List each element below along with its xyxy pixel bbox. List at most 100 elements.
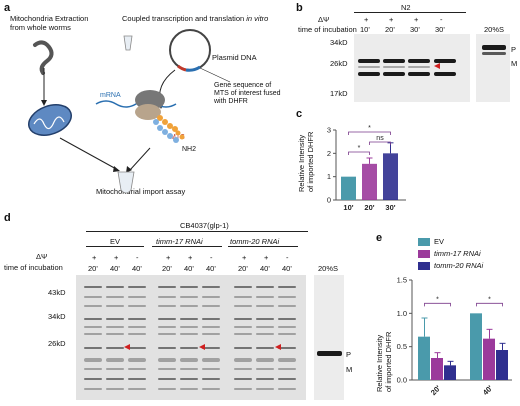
- bar: [470, 313, 482, 380]
- panel-label-c: c: [296, 108, 303, 120]
- gel-band: [256, 388, 274, 390]
- sig-label: ns: [376, 135, 384, 142]
- panel-label-b: b: [296, 2, 303, 14]
- sig-bracket: [424, 302, 451, 307]
- gel-band: [128, 318, 146, 320]
- b-time: 10': [360, 25, 370, 34]
- panel-label-a: a: [4, 2, 11, 14]
- d-sign: -: [286, 253, 289, 262]
- d-strain: CB4037(glp-1): [180, 221, 229, 230]
- gel-band: [234, 388, 252, 390]
- gel-band: [256, 326, 274, 328]
- gel-band: [202, 305, 220, 307]
- gene-seq-label: Gene sequence of MTS of interest fused w…: [214, 82, 281, 106]
- legend-swatch-ev: [418, 238, 430, 246]
- gel-band-p: [482, 45, 506, 50]
- y-tick-label: 1.0: [397, 309, 407, 318]
- bar: [362, 163, 377, 200]
- gel-band: [158, 388, 176, 390]
- gel-band: [234, 378, 252, 380]
- gel-band: [278, 333, 296, 335]
- tube-icon: [123, 35, 133, 51]
- panel-label-e: e: [376, 232, 383, 244]
- d-time: 40': [260, 264, 270, 273]
- sig-bracket: [476, 302, 503, 307]
- gel-band: [256, 347, 274, 349]
- gel-band: [256, 333, 274, 335]
- gel-band: [234, 296, 252, 298]
- d-time: 20': [162, 264, 172, 273]
- y-tick-label: 0.5: [397, 342, 407, 351]
- b-mw: 17kD: [330, 89, 348, 98]
- gel-band: [234, 358, 252, 362]
- gel-band: [158, 296, 176, 298]
- gel-band: [106, 347, 124, 349]
- d-sign: -: [210, 253, 213, 262]
- gel-band: [158, 378, 176, 380]
- gel-band: [278, 286, 296, 288]
- y-tick-label: 2: [327, 149, 331, 158]
- y-tick-label: 0: [327, 196, 331, 205]
- d-group: EV: [110, 237, 121, 246]
- bar: [383, 153, 398, 200]
- gel-band: [278, 318, 296, 320]
- gel-band: [202, 358, 220, 362]
- sig-label: *: [368, 125, 371, 132]
- gel-band: [256, 286, 274, 288]
- gel-band: [278, 296, 296, 298]
- b-strain: N2: [401, 3, 411, 12]
- d-gel-std: [314, 275, 344, 400]
- gel-band: [128, 326, 146, 328]
- legend-label: tomm-20 RNAi: [434, 261, 484, 270]
- gel-band: [256, 296, 274, 298]
- b-time-label: time of incubation: [298, 25, 357, 34]
- gel-band: [180, 318, 198, 320]
- gel-band: [106, 305, 124, 307]
- legend-label: timm-17 RNAi: [434, 249, 481, 258]
- gel-band: [128, 358, 146, 362]
- gel-band: [434, 72, 456, 76]
- y-tick-label: 1.5: [397, 276, 407, 285]
- gel-band: [84, 378, 102, 380]
- d-time: 20%S: [318, 264, 339, 273]
- gel-band: [84, 318, 102, 320]
- gel-band: [202, 296, 220, 298]
- nh2-label: NH2: [182, 146, 197, 153]
- d-time: 40': [206, 264, 216, 273]
- b-sign: +: [364, 15, 369, 24]
- gel-band: [234, 347, 252, 349]
- gel-band: [106, 318, 124, 320]
- gel-band: [106, 286, 124, 288]
- gel-band: [202, 347, 220, 349]
- gel-band: [234, 326, 252, 328]
- gel-band: [202, 326, 220, 328]
- gel-band: [180, 296, 198, 298]
- b-mw: 26kD: [330, 59, 348, 68]
- gel-band: [234, 368, 252, 370]
- bar: [483, 338, 495, 380]
- gel-band: [434, 59, 456, 63]
- gel-band: [84, 286, 102, 288]
- assay-label: Mitochondrial import assay: [96, 187, 186, 196]
- gel-band: [278, 368, 296, 370]
- mitochondrion-icon: [28, 104, 72, 136]
- gel-band: [202, 286, 220, 288]
- b-p-label: P: [511, 45, 517, 54]
- d-sign: -: [136, 253, 139, 262]
- bar: [444, 365, 456, 380]
- gel-band: [84, 333, 102, 335]
- gel-band: [158, 286, 176, 288]
- d-mw: 43kD: [48, 288, 66, 297]
- gel-band: [202, 318, 220, 320]
- x-tick-label: 20': [364, 203, 374, 212]
- gel-band: [180, 358, 198, 362]
- y-tick-label: 0.0: [397, 376, 407, 385]
- b-sign: +: [414, 15, 419, 24]
- gel-band: [180, 286, 198, 288]
- d-sign: +: [92, 253, 97, 262]
- gel-band: [84, 368, 102, 370]
- gel-band: [180, 368, 198, 370]
- gel-band: [158, 305, 176, 307]
- d-mw: 34kD: [48, 312, 66, 321]
- sig-label: *: [488, 296, 491, 303]
